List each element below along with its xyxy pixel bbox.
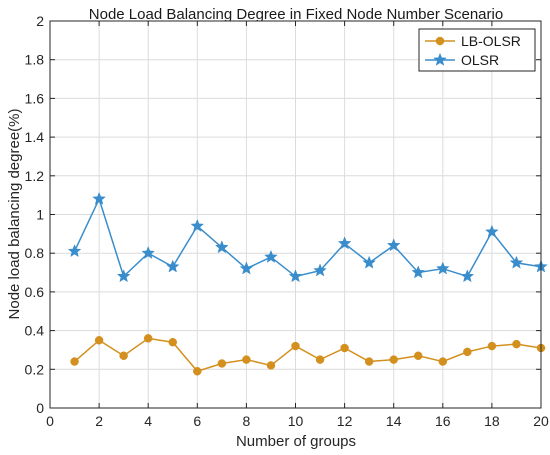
y-tick-label: 1.8 [25,52,45,68]
x-tick-label: 10 [288,413,304,429]
y-tick-label: 0.6 [25,284,45,300]
data-point-olsr [313,263,327,277]
data-point-lb-olsr [364,357,374,366]
data-point-olsr [411,265,426,279]
x-tick-label: 16 [435,413,451,429]
data-point-lb-olsr [291,341,300,351]
y-tick-label: 0.4 [25,323,45,339]
y-tick-label: 0.8 [25,245,45,261]
data-point-olsr [141,246,156,260]
data-point-lb-olsr [143,334,153,343]
data-point-lb-olsr [512,339,521,349]
data-point-lb-olsr [340,343,349,353]
legend-marker-olsr [433,52,447,66]
data-point-lb-olsr [70,357,79,366]
data-point-olsr [239,261,254,275]
data-point-lb-olsr [168,337,177,347]
x-tick-label: 4 [144,413,152,429]
data-point-olsr [264,249,278,263]
y-tick-label: 0 [36,400,44,416]
x-tick-label: 2 [95,413,103,429]
data-point-olsr [288,269,303,283]
data-point-olsr [165,259,180,273]
data-point-olsr [485,224,499,238]
x-tick-label: 20 [533,413,549,429]
y-axis-label: Node load balancing degree(%) [6,109,23,320]
data-point-lb-olsr [315,355,325,364]
y-tick-label: 0.2 [25,361,45,377]
data-point-lb-olsr [242,355,251,364]
legend-marker-lb-olsr [435,36,445,46]
legend: LB-OLSR OLSR [418,28,536,72]
y-tick-label: 1.6 [25,90,45,106]
x-tick-label: 6 [193,413,201,429]
data-point-olsr [509,255,524,269]
data-point-olsr [460,269,475,283]
series-olsr [67,191,548,283]
x-tick-label: 8 [243,413,251,429]
y-tick-label: 1.2 [25,168,45,184]
data-point-olsr [215,240,229,254]
chart-title: Node Load Balancing Degree in Fixed Node… [89,6,503,23]
data-point-lb-olsr [414,351,423,361]
data-point-lb-olsr [438,357,448,366]
data-point-olsr [386,238,401,252]
data-point-lb-olsr [487,341,497,351]
data-point-lb-olsr [217,359,227,368]
data-point-lb-olsr [193,366,202,376]
data-point-lb-olsr [266,361,276,370]
series-layer [67,191,548,376]
x-axis-label: Number of groups [236,433,356,450]
legend-label-olsr: OLSR [461,52,499,68]
x-tick-label: 12 [337,413,353,429]
data-point-olsr [435,261,450,275]
data-point-olsr [362,255,376,269]
data-point-olsr [190,218,205,232]
x-tick-label: 18 [484,413,500,429]
data-point-olsr [92,191,106,205]
x-tick-label: 0 [46,413,54,429]
series-lb-olsr [70,334,546,376]
y-tick-label: 2 [36,13,44,29]
axis-ticks: 0 2 4 6 8 10 12 14 16 18 20 0 0.2 0.4 0.6 0.8 1 1.2 1.4 1.6… [25,13,549,429]
data-point-lb-olsr [463,347,472,357]
data-point-olsr [67,244,82,258]
legend-label-lb-olsr: LB-OLSR [461,33,521,49]
y-tick-label: 1.4 [25,129,45,145]
data-point-olsr [116,269,131,283]
data-point-lb-olsr [389,355,398,364]
y-tick-label: 1 [36,207,44,223]
data-point-lb-olsr [119,351,128,361]
x-tick-label: 14 [386,413,402,429]
data-point-lb-olsr [94,336,104,345]
data-point-olsr [337,236,352,250]
